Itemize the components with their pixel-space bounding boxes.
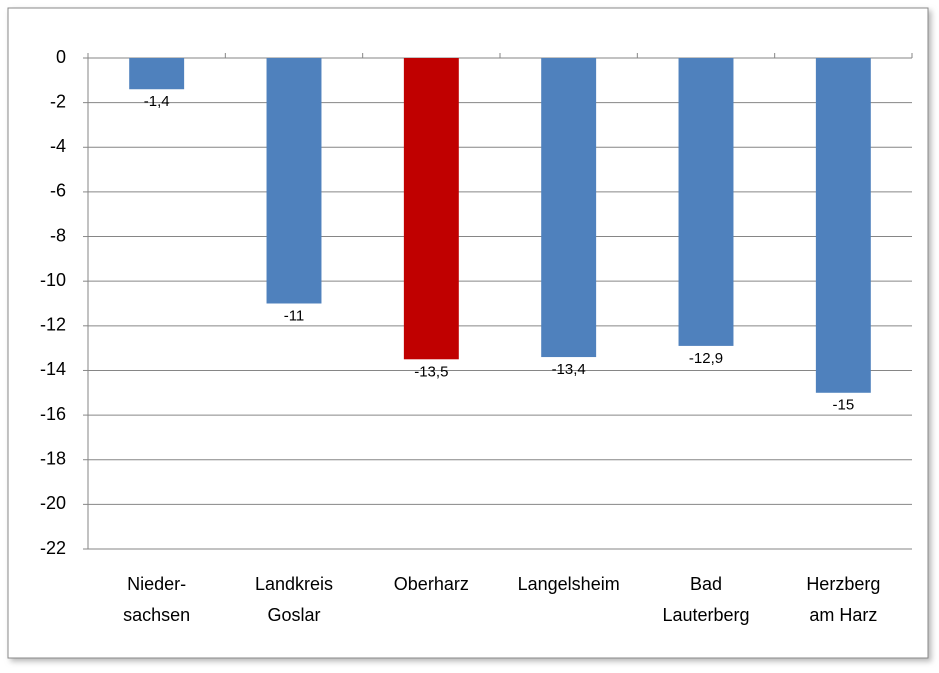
y-tick-label: 0	[56, 47, 66, 67]
bar	[541, 58, 597, 358]
y-tick-label: -18	[40, 448, 66, 468]
value-label: -13,4	[552, 361, 586, 378]
bar	[403, 58, 459, 360]
x-tick-label: sachsen	[123, 605, 190, 625]
y-tick-label: -8	[50, 225, 66, 245]
value-label: -15	[832, 397, 854, 414]
bar	[266, 58, 322, 304]
y-tick-label: -16	[40, 404, 66, 424]
y-tick-label: -14	[40, 359, 66, 379]
value-label: -12,9	[689, 350, 723, 367]
x-tick-label: Landkreis	[255, 574, 333, 594]
value-label: -1,4	[144, 93, 170, 110]
x-tick-label: Lauterberg	[662, 605, 749, 625]
bar	[129, 58, 185, 90]
bar	[815, 58, 871, 393]
bar	[678, 58, 734, 346]
y-tick-label: -6	[50, 181, 66, 201]
x-tick-label: Goslar	[267, 605, 320, 625]
x-tick-label: Herzberg	[806, 574, 880, 594]
x-tick-label: Oberharz	[394, 574, 469, 594]
y-tick-label: -2	[50, 91, 66, 111]
x-tick-label: Bad	[690, 574, 722, 594]
y-tick-label: -22	[40, 538, 66, 558]
y-tick-label: -20	[40, 493, 66, 513]
y-tick-label: -12	[40, 315, 66, 335]
chart-frame	[7, 7, 929, 659]
value-label: -13,5	[414, 363, 448, 380]
x-tick-label: Nieder-	[127, 574, 186, 594]
y-tick-label: -10	[40, 270, 66, 290]
value-label: -11	[284, 307, 305, 324]
x-tick-label: am Harz	[809, 605, 877, 625]
y-tick-label: -4	[50, 136, 66, 156]
x-tick-label: Langelsheim	[518, 574, 620, 594]
